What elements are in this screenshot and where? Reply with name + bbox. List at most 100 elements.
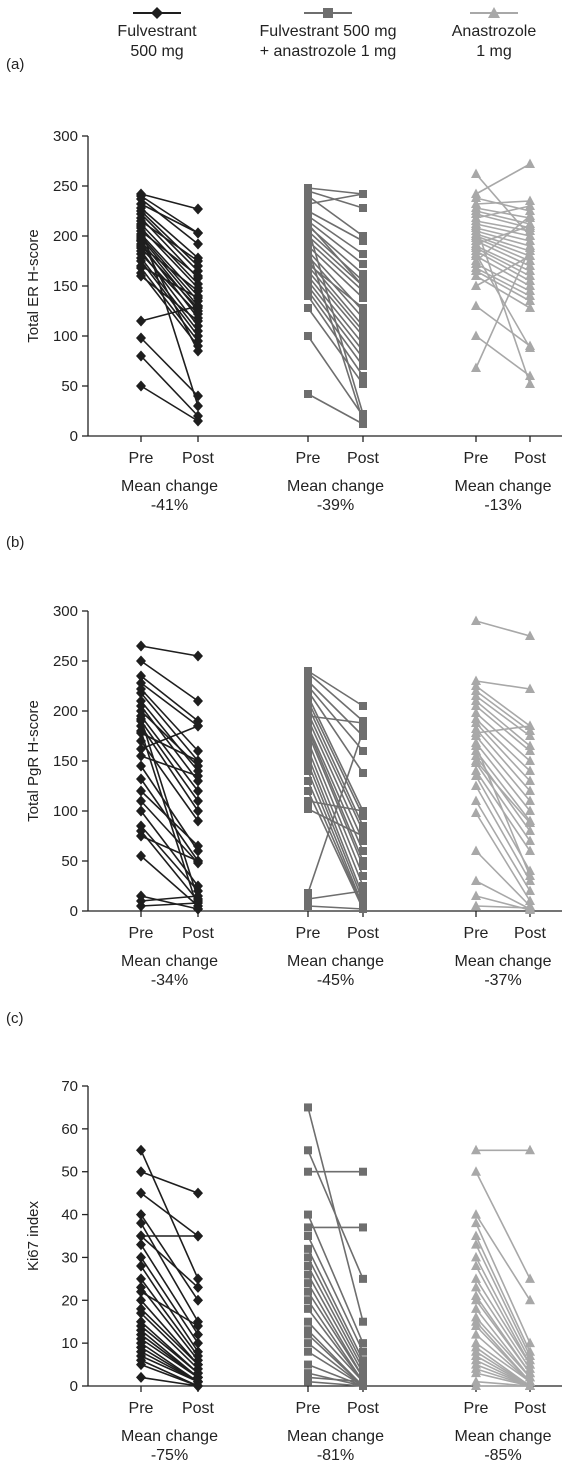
pre-point	[136, 1209, 146, 1221]
pre-point	[304, 200, 312, 208]
patient-line	[140, 688, 199, 752]
pre-point	[304, 1210, 312, 1219]
panel-label-b: (b)	[6, 534, 25, 551]
post-point	[525, 265, 535, 275]
patient-line	[475, 750, 531, 822]
pre-point	[471, 675, 481, 685]
pre-point	[136, 735, 146, 747]
post-point	[359, 270, 367, 278]
pre-point	[136, 725, 146, 737]
y-tick-label: 250	[53, 178, 78, 195]
pre-point	[136, 234, 146, 246]
post-point	[193, 770, 203, 782]
pre-point	[471, 1144, 481, 1155]
post-point	[525, 845, 535, 855]
post-point	[193, 893, 203, 905]
pre-point	[304, 1146, 312, 1155]
patient-line	[307, 275, 364, 345]
patient-line	[475, 1316, 531, 1378]
pre-point	[304, 292, 312, 300]
post-point	[525, 805, 535, 815]
pre-point	[471, 770, 481, 780]
pre-point	[471, 1303, 481, 1313]
post-point	[359, 1364, 367, 1373]
y-tick-label: 100	[53, 803, 78, 820]
post-point	[359, 287, 367, 295]
pre-point	[304, 889, 312, 897]
patient-line	[475, 225, 531, 245]
pre-point	[304, 192, 312, 200]
post-point	[525, 205, 535, 215]
mean-change-label: Mean change	[287, 1428, 384, 1445]
patient-line	[475, 1333, 531, 1383]
y-tick-label: 200	[53, 228, 78, 245]
post-point	[525, 342, 535, 352]
post-point	[525, 730, 535, 740]
patient-line	[307, 715, 364, 724]
patient-line	[140, 1170, 199, 1194]
y-tick-label: 250	[53, 653, 78, 670]
post-point	[193, 270, 203, 282]
post-point	[359, 897, 367, 905]
mean-change-value: -39%	[317, 497, 354, 514]
patient-line	[307, 1248, 364, 1361]
pre-point	[304, 1279, 312, 1288]
patient-line	[475, 712, 531, 762]
pre-point	[471, 300, 481, 310]
post-point	[525, 1380, 535, 1390]
pre-point	[471, 685, 481, 695]
patient-line	[307, 712, 364, 832]
chart-pgr-hscore: 0 50 100 150 200 250 300 Total PgR H-score Pre Po…	[25, 603, 562, 989]
patient-line	[140, 1192, 199, 1237]
post-point	[359, 905, 367, 913]
post-point	[525, 260, 535, 270]
pre-point	[304, 237, 312, 245]
patient-line	[140, 253, 199, 315]
pre-point	[471, 220, 481, 230]
post-point	[525, 755, 535, 765]
pre-point	[304, 702, 312, 710]
pre-point	[471, 362, 481, 372]
x-tick-label-pre: Pre	[464, 925, 489, 942]
patient-line	[307, 1291, 364, 1378]
pre-point	[136, 1144, 146, 1156]
pre-point	[304, 712, 312, 720]
pre-point	[471, 695, 481, 705]
y-tick-label: 60	[61, 1121, 78, 1138]
x-tick-label-post: Post	[347, 1400, 380, 1417]
pre-point	[136, 850, 146, 862]
pre-point	[304, 282, 312, 290]
y-tick-label: 10	[61, 1335, 78, 1352]
patient-line	[140, 1235, 199, 1289]
patient-line	[475, 745, 531, 877]
mean-change-label: Mean change	[455, 953, 552, 970]
patient-line	[307, 800, 364, 812]
patient-line	[307, 1265, 364, 1370]
pre-point	[471, 795, 481, 805]
post-point	[193, 308, 203, 320]
x-tick-label-pre: Pre	[296, 925, 321, 942]
post-point	[525, 302, 535, 312]
patient-line	[140, 210, 199, 267]
pre-point	[136, 1286, 146, 1298]
patient-line	[307, 730, 364, 894]
mean-change-value: -75%	[151, 1447, 188, 1464]
post-point	[359, 340, 367, 348]
patient-line	[307, 1363, 364, 1387]
legend-marker-triangle	[470, 7, 518, 18]
patient-line	[475, 225, 531, 385]
patient-line	[140, 730, 199, 910]
patient-line	[475, 163, 531, 195]
pre-point	[304, 797, 312, 805]
post-point	[359, 1377, 367, 1386]
patient-line	[307, 1333, 364, 1387]
post-point	[193, 345, 203, 357]
patient-line	[307, 1376, 364, 1383]
post-point	[359, 812, 367, 820]
x-tick-label-post: Post	[514, 1400, 547, 1417]
post-point	[359, 847, 367, 855]
post-point	[525, 270, 535, 280]
y-tick-label: 30	[61, 1249, 78, 1266]
post-point	[525, 683, 535, 693]
patient-line	[307, 790, 364, 910]
